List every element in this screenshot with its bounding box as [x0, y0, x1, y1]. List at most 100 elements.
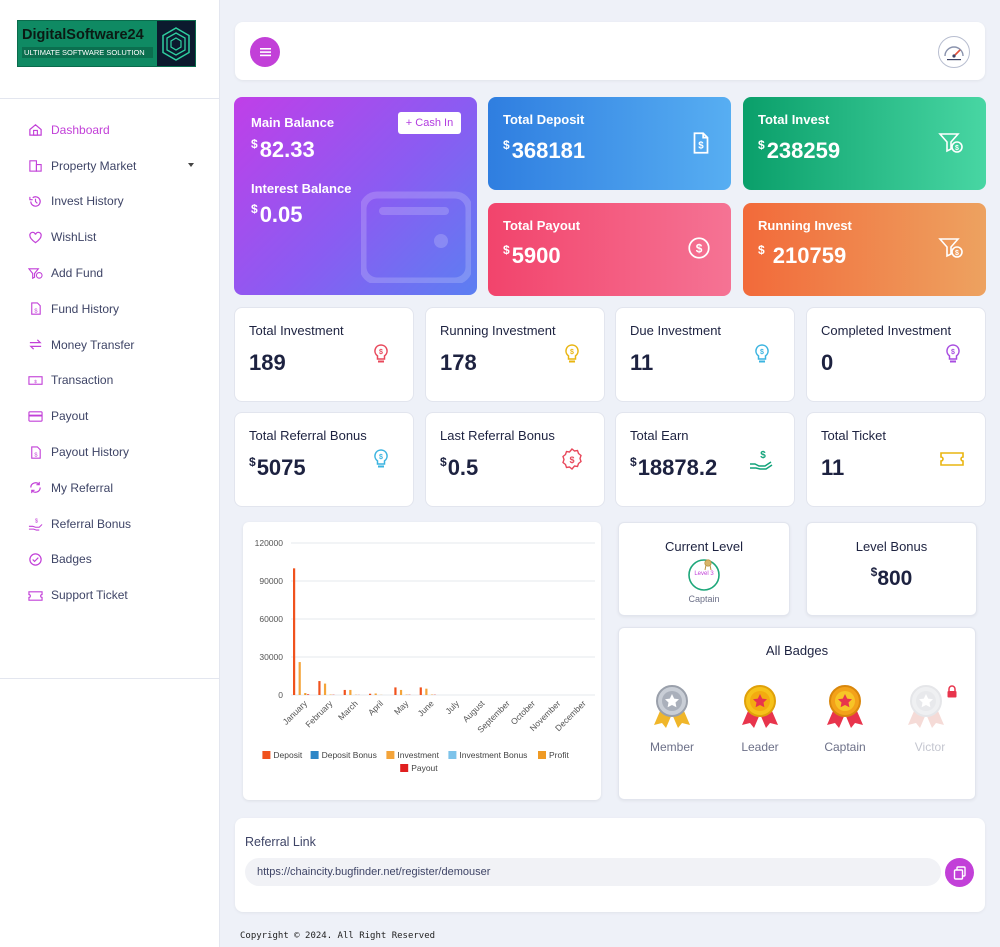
current-level-label: Current Level: [664, 539, 744, 554]
running-invest-label: Running Invest: [758, 218, 852, 233]
completed-investment-value: 0: [821, 350, 834, 375]
bar-deposit: [293, 568, 296, 695]
transactions-chart: 0 30000 60000 90000 120000 January February Mar…: [243, 522, 601, 800]
menu-toggle-button[interactable]: [250, 37, 280, 67]
heart-icon: [28, 230, 43, 245]
sidebar-item-invest-history[interactable]: Invest History: [0, 184, 220, 220]
total-payout-card: Total Payout $5900 $: [488, 203, 731, 296]
total-payout-label: Total Payout: [503, 218, 581, 233]
sidebar-item-dashboard[interactable]: Dashboard: [0, 112, 220, 148]
sidebar-item-referral-bonus[interactable]: $ Referral Bonus: [0, 506, 220, 542]
total-invest-value: $238259: [758, 138, 841, 163]
due-investment-label: Due Investment: [630, 323, 722, 338]
sidebar-item-my-referral[interactable]: My Referral: [0, 470, 220, 506]
sidebar-item-add-fund[interactable]: Add Fund: [0, 255, 220, 291]
badge-victor[interactable]: Victor: [900, 683, 960, 754]
level-badge-icon: [688, 559, 720, 591]
referral-link-title: Referral Link: [245, 835, 316, 849]
sidebar-item-payout-history[interactable]: $ Payout History: [0, 434, 220, 470]
sidebar-item-badges[interactable]: Badges: [0, 542, 220, 578]
total-invest-card: Total Invest $238259 $: [743, 97, 986, 190]
all-badges-card: All Badges Member Leader Captain: [618, 627, 976, 800]
sidebar-item-property-market[interactable]: Property Market: [0, 148, 220, 184]
referral-link-input[interactable]: https://chaincity.bugfinder.net/register…: [245, 858, 941, 886]
caret-down-icon: [188, 162, 194, 167]
check-circle-icon: [28, 552, 43, 567]
sidebar-item-label: Payout History: [51, 445, 130, 460]
total-payout-value: $5900: [503, 243, 561, 268]
sidebar-item-transaction[interactable]: $ Transaction: [0, 363, 220, 399]
file-dollar-icon: $: [693, 132, 709, 154]
total-referral-bonus-card: Total Referral Bonus $5075 $: [234, 412, 414, 507]
x-tick-label: July: [443, 698, 461, 716]
last-referral-bonus-value: $0.5: [440, 455, 479, 480]
medal-silver-icon: [654, 685, 690, 728]
brand-subtitle: ULTIMATE SOFTWARE SOLUTION: [22, 47, 153, 58]
sidebar-item-label: Fund History: [51, 301, 120, 316]
bar-deposit: [419, 687, 422, 695]
medal-locked-icon: [908, 685, 944, 728]
sidebar-item-label: Transaction: [51, 373, 114, 388]
brand-logo[interactable]: DigitalSoftware24 ULTIMATE SOFTWARE SOLU…: [17, 20, 196, 67]
svg-text:$: $: [955, 250, 959, 257]
svg-text:$: $: [379, 454, 383, 461]
legend-swatch: [538, 751, 546, 759]
y-tick-label: 120000: [255, 538, 284, 548]
funnel-dollar-icon: $: [938, 133, 963, 153]
sidebar-divider: [0, 678, 220, 679]
svg-text:$: $: [379, 349, 383, 356]
file-dollar-icon: $: [28, 301, 43, 316]
bar-profit: [304, 693, 307, 695]
level-bonus-card: Level Bonus $800: [806, 522, 977, 616]
medal-gold-icon: [827, 685, 863, 728]
bar-investment: [323, 683, 327, 695]
main-balance-label: Main Balance: [251, 115, 335, 130]
main-balance-value: $82.33: [251, 137, 315, 162]
due-investment-value: 11: [630, 350, 654, 375]
running-investment-label: Running Investment: [440, 323, 556, 338]
sidebar-item-support-ticket[interactable]: Support Ticket: [0, 577, 220, 613]
sidebar-item-payout[interactable]: Payout: [0, 398, 220, 434]
sidebar-item-label: Dashboard: [51, 122, 110, 137]
referral-card: Referral Link https://chaincity.bugfinde…: [235, 818, 985, 912]
sidebar-item-money-transfer[interactable]: Money Transfer: [0, 327, 220, 363]
total-investment-label: Total Investment: [249, 323, 344, 338]
total-referral-bonus-value: $5075: [249, 455, 306, 480]
lock-icon: [947, 685, 957, 698]
history-icon: [28, 194, 43, 209]
lightbulb-dollar-icon: $: [946, 344, 960, 363]
bar-investment: [349, 689, 352, 695]
wallet-icon: [361, 191, 471, 283]
legend-label: Investment Bonus: [459, 750, 527, 760]
main-balance-card: Main Balance + Cash In $82.33 Interest B…: [234, 97, 477, 295]
sidebar-item-wishlist[interactable]: WishList: [0, 219, 220, 255]
current-level-card: Current Level Level 3 Captain: [618, 522, 790, 616]
copy-link-button[interactable]: [945, 858, 974, 887]
sidebar-item-fund-history[interactable]: $ Fund History: [0, 291, 220, 327]
hand-dollar-icon: $: [28, 516, 43, 531]
medal-gold-icon: [742, 685, 778, 728]
total-invest-label: Total Invest: [758, 112, 830, 127]
bar-deposit: [369, 693, 372, 695]
badge-leader[interactable]: Leader: [730, 683, 790, 754]
total-investment-card: Total Investment 189 $: [234, 307, 414, 402]
level-bonus-value: $800: [870, 565, 913, 590]
completed-investment-label: Completed Investment: [821, 323, 952, 338]
legend-swatch: [448, 751, 457, 759]
brand-title: DigitalSoftware24: [22, 27, 144, 43]
user-avatar[interactable]: [938, 36, 970, 68]
total-ticket-label: Total Ticket: [821, 428, 887, 443]
running-investment-card: Running Investment 178 $: [425, 307, 605, 402]
total-earn-label: Total Earn: [630, 428, 689, 443]
total-ticket-value: 11: [821, 455, 845, 480]
lightbulb-dollar-icon: $: [374, 344, 388, 363]
cash-in-button[interactable]: + Cash In: [398, 112, 461, 134]
sidebar-item-label: Add Fund: [51, 266, 104, 281]
sidebar-item-label: My Referral: [51, 480, 114, 495]
badge-member[interactable]: Member: [642, 683, 702, 754]
total-earn-value: $18878.2: [630, 455, 718, 480]
top-bar: [235, 22, 985, 80]
x-tick-label: April: [366, 698, 385, 717]
badge-captain[interactable]: Captain: [815, 683, 875, 754]
